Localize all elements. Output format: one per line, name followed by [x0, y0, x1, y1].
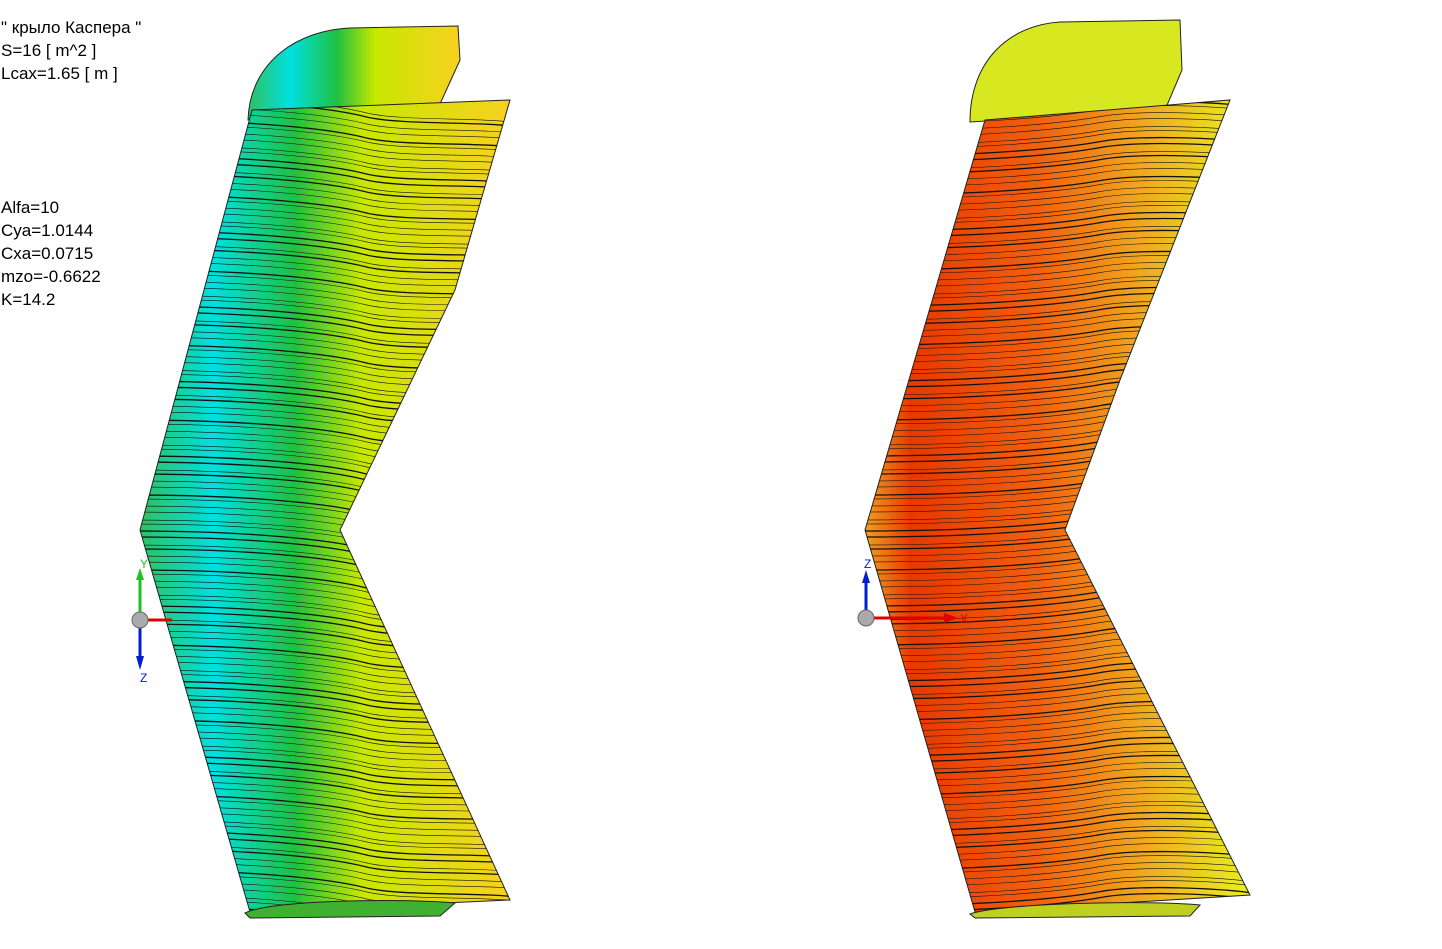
mean-chord: Lcax=1.65 [ m ]: [1, 64, 118, 83]
axis-triad-left: Y Z: [131, 557, 172, 685]
right-tip-cap: [969, 19, 1183, 123]
streamline: [140, 798, 510, 826]
mzo-value: mzo=-0.6622: [1, 267, 101, 286]
x-axis-arrow: [944, 613, 958, 623]
streamline: [865, 811, 1250, 832]
alpha-value: Alfa=10: [1, 198, 60, 217]
left-wing: [130, 25, 520, 949]
k-value: K=14.2: [1, 290, 56, 309]
model-title: " крыло Каспера ": [1, 18, 142, 37]
streamline: [130, 924, 520, 949]
axis-label-right: X: [960, 612, 968, 626]
axis-origin-sphere: [857, 609, 875, 627]
axis-triad-right: Z X: [857, 557, 968, 627]
streamline: [140, 794, 510, 822]
model-info: " крыло Каспера " S=16 [ m^2 ] Lcax=1.65…: [1, 16, 141, 85]
left-root-plate: [244, 899, 457, 919]
streamline: [140, 100, 510, 124]
axis-label-up: Z: [864, 557, 871, 571]
aero-coefficients: Alfa=10 Cya=1.0144 Cxa=0.0715 mzo=-0.662…: [1, 196, 101, 311]
wing-area: S=16 [ m^2 ]: [1, 41, 97, 60]
axis-origin-sphere: [131, 611, 149, 629]
streamline: [140, 786, 510, 814]
axis-label-up: Y: [140, 557, 148, 571]
z-axis-arrow: [136, 656, 144, 670]
cya-value: Cya=1.0144: [1, 221, 94, 240]
y-axis-arrow: [136, 568, 144, 580]
streamline: [140, 805, 510, 833]
axis-label-down: Z: [140, 671, 147, 685]
right-wing: [864, 19, 1251, 919]
right-root-plate: [968, 902, 1202, 919]
left-tip-cap: [247, 25, 461, 121]
streamline: [130, 920, 520, 948]
cxa-value: Cxa=0.0715: [1, 244, 94, 263]
z-axis-arrow: [862, 570, 870, 583]
left-wing-surface: [139, 99, 511, 913]
